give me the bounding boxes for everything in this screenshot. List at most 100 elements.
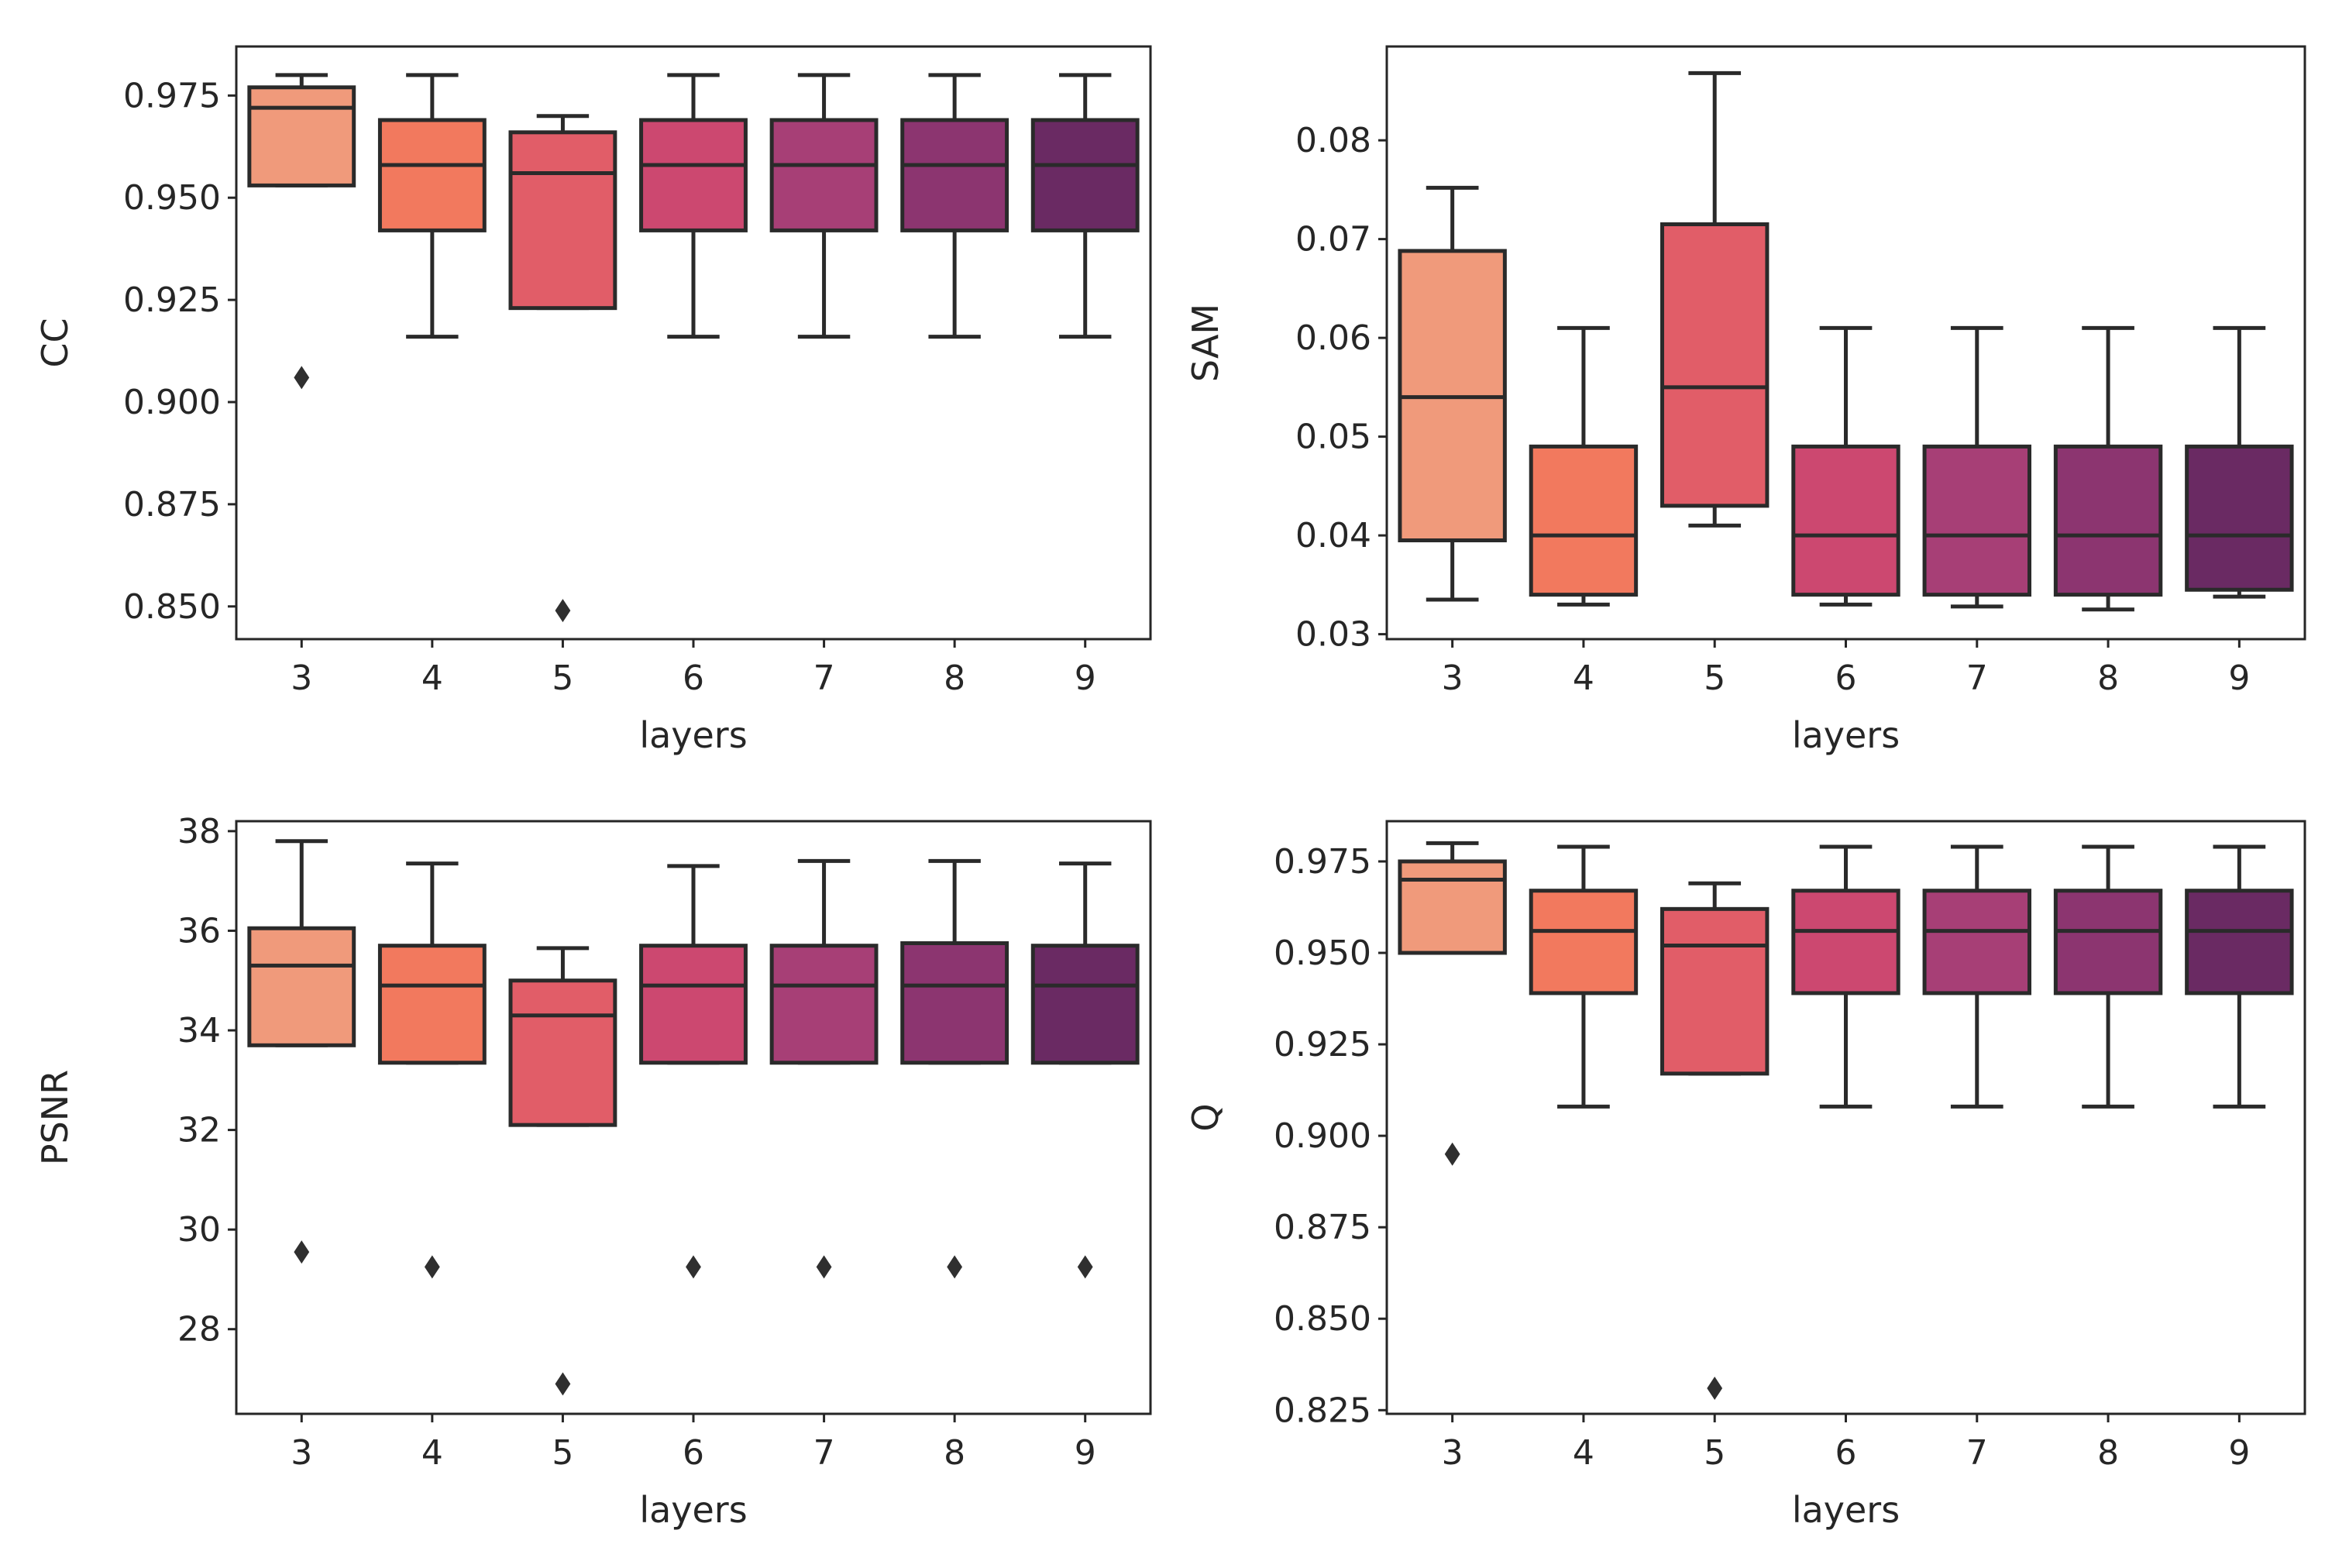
x-tick-label: 3 xyxy=(1442,658,1463,698)
y-tick-label: 0.850 xyxy=(1274,1299,1371,1339)
y-tick-label: 0.925 xyxy=(123,280,221,320)
y-tick-label: 38 xyxy=(177,812,221,851)
box-iqr xyxy=(900,941,1009,1065)
x-tick-label: 9 xyxy=(1075,658,1096,698)
box-iqr xyxy=(377,118,487,232)
x-tick-label: 8 xyxy=(944,658,965,698)
x-tick-label: 5 xyxy=(1704,1433,1725,1473)
outlier-marker xyxy=(947,1255,963,1279)
x-tick-label: 5 xyxy=(1704,658,1725,698)
box-iqr xyxy=(1030,944,1140,1065)
box-iqr xyxy=(900,118,1009,232)
y-axis-label: SAM xyxy=(1185,304,1226,382)
x-axis-label: layers xyxy=(639,714,747,756)
box-iqr xyxy=(247,926,356,1047)
x-tick-label: 3 xyxy=(291,1433,312,1473)
box-iqr xyxy=(1398,859,1507,955)
y-axis-label: PSNR xyxy=(34,1070,76,1165)
outlier-marker xyxy=(1707,1376,1723,1400)
x-axis-label: layers xyxy=(1792,1489,1900,1531)
y-tick-label: 0.900 xyxy=(1274,1116,1371,1156)
outlier-marker xyxy=(686,1255,701,1279)
outlier-marker xyxy=(555,599,571,623)
x-tick-label: 7 xyxy=(813,1433,835,1473)
box-iqr xyxy=(639,118,748,232)
y-tick-label: 0.875 xyxy=(1274,1208,1371,1247)
x-tick-label: 6 xyxy=(1835,1433,1857,1473)
box-iqr xyxy=(1791,889,1900,995)
y-tick-label: 0.07 xyxy=(1295,220,1371,260)
box-iqr xyxy=(1529,889,1639,995)
box-iqr xyxy=(1922,889,2032,995)
outlier-marker xyxy=(294,366,310,390)
box-iqr xyxy=(1660,222,1770,508)
x-tick-label: 7 xyxy=(1966,1433,1988,1473)
x-tick-label: 4 xyxy=(421,658,443,698)
box-iqr xyxy=(769,944,879,1065)
x-tick-label: 6 xyxy=(1835,658,1857,698)
x-tick-label: 9 xyxy=(2228,658,2250,698)
x-tick-label: 6 xyxy=(683,658,704,698)
x-axis-label: layers xyxy=(1792,714,1900,756)
outlier-marker xyxy=(294,1240,310,1264)
y-axis-label: Q xyxy=(1185,1103,1226,1131)
outlier-marker xyxy=(555,1372,571,1396)
y-tick-label: 0.05 xyxy=(1295,418,1371,457)
box-iqr xyxy=(769,118,879,232)
x-tick-label: 8 xyxy=(944,1433,965,1473)
box-iqr xyxy=(2053,889,2163,995)
box-iqr xyxy=(1660,906,1770,1076)
y-tick-label: 0.900 xyxy=(123,383,221,422)
box-iqr xyxy=(1922,444,2032,597)
box-iqr xyxy=(1791,444,1900,597)
x-tick-label: 8 xyxy=(2097,1433,2119,1473)
x-tick-label: 4 xyxy=(421,1433,443,1473)
y-tick-label: 0.950 xyxy=(123,178,221,218)
x-tick-label: 8 xyxy=(2097,658,2119,698)
y-tick-label: 34 xyxy=(177,1011,221,1050)
x-tick-label: 5 xyxy=(552,1433,573,1473)
y-tick-label: 30 xyxy=(177,1210,221,1250)
x-tick-label: 7 xyxy=(813,658,835,698)
y-tick-label: 28 xyxy=(177,1310,221,1350)
y-tick-label: 0.875 xyxy=(123,485,221,524)
y-tick-label: 0.04 xyxy=(1295,516,1371,555)
y-tick-label: 0.975 xyxy=(1274,842,1371,882)
outlier-marker xyxy=(1444,1142,1460,1166)
x-tick-label: 5 xyxy=(552,658,573,698)
y-tick-label: 0.03 xyxy=(1295,615,1371,655)
x-tick-label: 4 xyxy=(1573,1433,1594,1473)
panel-sam: 0.03 0.04 0.05 0.06 0.07 0.08 3 4 5 6 7 8 9 layers SAM xyxy=(1185,45,2306,756)
box-iqr xyxy=(2185,889,2294,995)
outlier-marker xyxy=(424,1255,440,1279)
box-iqr xyxy=(1030,118,1140,232)
x-tick-label: 3 xyxy=(1442,1433,1463,1473)
x-tick-label: 9 xyxy=(2228,1433,2250,1473)
y-tick-label: 0.08 xyxy=(1295,121,1371,160)
box-iqr xyxy=(508,978,617,1127)
box-iqr xyxy=(377,944,487,1065)
panel-cc: 0.850 0.875 0.900 0.925 0.950 0.975 3 4 5 6 7 8 9 lay… xyxy=(34,45,1152,756)
y-tick-label: 0.950 xyxy=(1274,934,1371,973)
outlier-marker xyxy=(1077,1255,1093,1279)
box-iqr xyxy=(1529,444,1639,597)
x-axis-label: layers xyxy=(639,1489,747,1531)
panel-q: 0.825 0.850 0.875 0.900 0.925 0.950 0.975 3 4 5 6 7… xyxy=(1185,820,2306,1531)
y-axis-label: CC xyxy=(34,318,76,367)
y-tick-label: 0.825 xyxy=(1274,1391,1371,1430)
x-tick-label: 6 xyxy=(683,1433,704,1473)
box-iqr xyxy=(508,130,617,311)
x-tick-label: 9 xyxy=(1075,1433,1096,1473)
y-tick-label: 32 xyxy=(177,1111,221,1150)
x-tick-label: 3 xyxy=(291,658,312,698)
y-tick-label: 0.925 xyxy=(1274,1025,1371,1064)
y-tick-label: 36 xyxy=(177,911,221,951)
box-iqr xyxy=(2185,444,2294,592)
y-tick-label: 0.06 xyxy=(1295,318,1371,358)
outlier-marker xyxy=(816,1255,832,1279)
x-tick-label: 4 xyxy=(1573,658,1594,698)
box-iqr xyxy=(639,944,748,1065)
box-iqr xyxy=(247,85,356,187)
